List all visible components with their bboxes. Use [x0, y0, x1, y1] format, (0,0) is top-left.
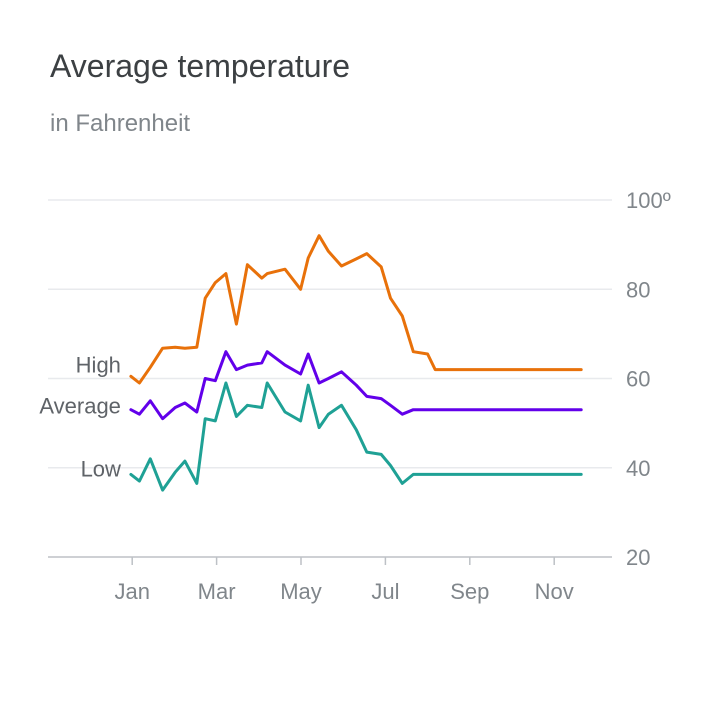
- chart-subtitle: in Fahrenheit: [50, 110, 191, 137]
- series-line-low: [129, 381, 583, 492]
- series-label-low: Low: [81, 456, 121, 481]
- x-axis-ticks: Jan Mar May Jul Sep Nov: [114, 557, 574, 604]
- x-tick-label: Mar: [198, 579, 236, 604]
- y-tick-label: 20: [626, 545, 650, 570]
- x-tick-label: Jan: [114, 579, 149, 604]
- x-tick-label: May: [280, 579, 322, 604]
- series-line-high: [129, 234, 583, 385]
- series-label-high: High: [76, 352, 121, 377]
- y-tick-label: 100º: [626, 188, 671, 213]
- y-axis-tick-labels: 100º 80 60 40 20: [626, 188, 671, 570]
- y-tick-label: 60: [626, 367, 650, 392]
- chart-title: Average temperature: [50, 48, 351, 84]
- x-tick-label: Nov: [535, 579, 574, 604]
- y-tick-label: 80: [626, 277, 650, 302]
- series-lines: [129, 234, 583, 492]
- series-line-average: [129, 350, 583, 421]
- x-tick-label: Sep: [450, 579, 489, 604]
- series-label-average: Average: [39, 394, 121, 419]
- gridlines: [48, 199, 612, 469]
- series-labels: High Average Low: [39, 352, 121, 481]
- x-tick-label: Jul: [371, 579, 399, 604]
- y-tick-label: 40: [626, 456, 650, 481]
